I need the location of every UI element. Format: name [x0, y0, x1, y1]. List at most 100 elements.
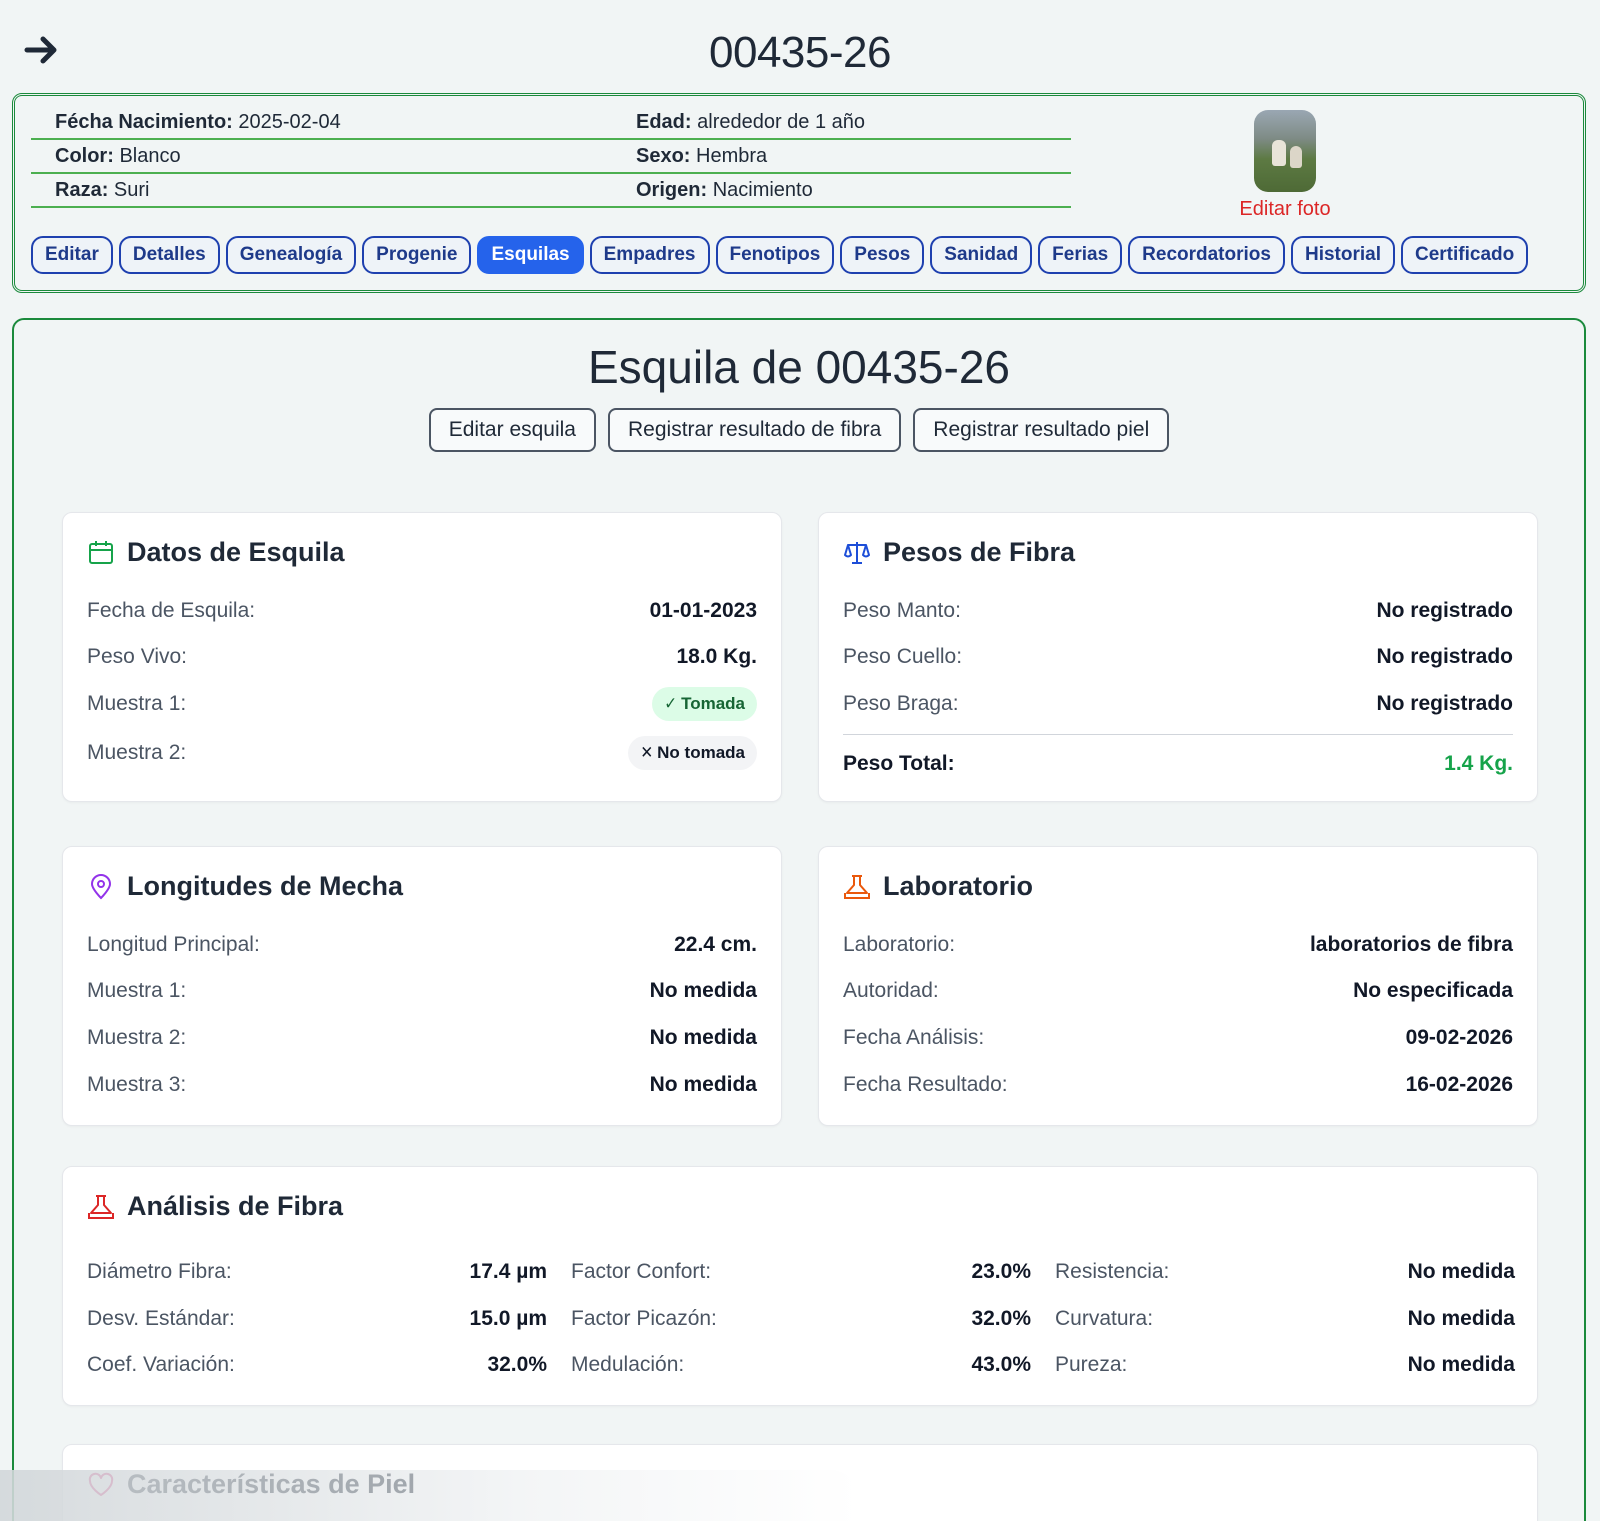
kv-label: Peso Braga: [843, 692, 959, 715]
kv-row: Desv. Estándar: 15.0 µm [87, 1304, 547, 1334]
card-title: Laboratorio [883, 871, 1034, 901]
info-sex: Sexo: Hembra [636, 144, 768, 167]
kv-value: No medida [649, 1073, 757, 1096]
card-laboratorio: Laboratorio Laboratorio: laboratorios de… [818, 846, 1538, 1126]
tab-ferias[interactable]: Ferias [1038, 236, 1123, 274]
kv-row: Autoridad: No especificada [843, 976, 1513, 1006]
animal-photo [1254, 110, 1316, 192]
kv-value: 09-02-2026 [1405, 1026, 1513, 1049]
badge-text: No tomada [657, 743, 745, 762]
kv-label: Peso Manto: [843, 599, 961, 622]
card-title: Longitudes de Mecha [127, 871, 404, 901]
tab-sanidad[interactable]: Sanidad [930, 236, 1033, 274]
card-title: Datos de Esquila [127, 537, 345, 567]
kv-label: Peso Cuello: [843, 645, 963, 668]
kv-row: Fecha Resultado: 16-02-2026 [843, 1070, 1513, 1100]
tab-esquilas[interactable]: Esquilas [477, 236, 584, 274]
kv-label: Diámetro Fibra: [87, 1260, 232, 1283]
photo-area: Editar foto [1239, 110, 1331, 221]
tab-empadres[interactable]: Empadres [589, 236, 710, 274]
kv-value: 1.4 Kg. [1444, 752, 1513, 775]
x-icon: ✕ [640, 743, 654, 762]
kv-label: Muestra 2: [87, 741, 187, 764]
edit-photo-link[interactable]: Editar foto [1239, 198, 1331, 220]
kv-label: Peso Vivo: [87, 645, 188, 668]
tab-historial[interactable]: Historial [1290, 236, 1395, 274]
kv-row: Pureza: No medida [1055, 1350, 1515, 1380]
register-skin-result-button[interactable]: Registrar resultado piel [913, 408, 1170, 452]
kv-row: Factor Picazón: 32.0% [571, 1304, 1031, 1334]
tab-pesos[interactable]: Pesos [840, 236, 925, 274]
kv-row: Peso Vivo: 18.0 Kg. [87, 642, 757, 672]
kv-value: 32.0% [487, 1353, 547, 1376]
kv-row: Curvatura: No medida [1055, 1304, 1515, 1334]
kv-label: Muestra 2: [87, 1026, 187, 1049]
info-row: Color: Blanco Sexo: Hembra [31, 140, 1071, 174]
lab-flask-icon [844, 874, 870, 899]
info-row: Fécha Nacimiento: 2025-02-04 Edad: alred… [31, 106, 1071, 140]
kv-value: 32.0% [971, 1307, 1031, 1330]
action-bar: Editar esquila Registrar resultado de fi… [14, 408, 1584, 452]
kv-value: 18.0 Kg. [676, 645, 757, 668]
kv-row: Laboratorio: laboratorios de fibra [843, 930, 1513, 960]
tab-progenie[interactable]: Progenie [362, 236, 472, 274]
arrow-right-icon[interactable] [22, 30, 62, 70]
kv-label: Coef. Variación: [87, 1353, 235, 1376]
heart-icon [88, 1472, 114, 1496]
kv-value: 16-02-2026 [1405, 1073, 1513, 1096]
kv-label: Autoridad: [843, 979, 939, 1002]
info-age: Edad: alrededor de 1 año [636, 110, 866, 133]
location-pin-icon [90, 873, 112, 899]
info-origin: Origen: Nacimiento [636, 178, 813, 201]
card-title: Características de Piel [127, 1469, 416, 1499]
kv-row: Factor Confort: 23.0% [571, 1257, 1031, 1287]
tab-bar: Editar Detalles Genealogía Progenie Esqu… [31, 236, 1529, 274]
card-title: Análisis de Fibra [127, 1191, 344, 1221]
kv-row: Peso Cuello: No registrado [843, 642, 1513, 672]
kv-value: laboratorios de fibra [1309, 933, 1513, 956]
info-birthdate: Fécha Nacimiento: 2025-02-04 [55, 110, 341, 133]
info-breed: Raza: Suri [55, 178, 150, 201]
kv-row: Muestra 3: No medida [87, 1070, 757, 1100]
kv-label: Factor Picazón: [571, 1307, 717, 1330]
kv-label: Pureza: [1055, 1353, 1128, 1376]
tab-genealogia[interactable]: Genealogía [225, 236, 357, 274]
kv-value: No registrado [1376, 645, 1513, 668]
kv-row: Fecha Análisis: 09-02-2026 [843, 1023, 1513, 1053]
kv-value: No medida [1407, 1307, 1515, 1330]
page-title: 00435-26 [709, 28, 891, 77]
kv-label: Muestra 1: [87, 692, 187, 715]
kv-value: 22.4 cm. [674, 933, 757, 956]
tab-recordatorios[interactable]: Recordatorios [1128, 236, 1285, 274]
kv-value: 43.0% [971, 1353, 1031, 1376]
kv-row-total: Peso Total: 1.4 Kg. [843, 749, 1513, 779]
kv-row: Longitud Principal: 22.4 cm. [87, 930, 757, 960]
kv-value: No medida [1407, 1353, 1515, 1376]
status-badge: ✓ Tomada [652, 687, 757, 721]
edit-shearing-button[interactable]: Editar esquila [428, 408, 596, 452]
tab-editar[interactable]: Editar [31, 236, 113, 274]
kv-row: Coef. Variación: 32.0% [87, 1350, 547, 1380]
card-piel: Características de Piel [62, 1444, 1538, 1521]
kv-row: Muestra 2: No medida [87, 1023, 757, 1053]
calendar-icon [89, 540, 113, 564]
tab-fenotipos[interactable]: Fenotipos [715, 236, 835, 274]
kv-value: 01-01-2023 [649, 599, 757, 622]
kv-row: Diámetro Fibra: 17.4 µm [87, 1257, 547, 1287]
tab-detalles[interactable]: Detalles [118, 236, 220, 274]
kv-label: Desv. Estándar: [87, 1307, 235, 1330]
tab-certificado[interactable]: Certificado [1401, 236, 1529, 274]
kv-row: Muestra 2: ✕ No tomada [87, 736, 757, 770]
register-fiber-result-button[interactable]: Registrar resultado de fibra [608, 408, 902, 452]
kv-label: Longitud Principal: [87, 933, 260, 956]
shearing-panel: Esquila de 00435-26 Editar esquila Regis… [12, 318, 1586, 1521]
kv-row: Muestra 1: ✓ Tomada [87, 687, 757, 721]
kv-label: Muestra 3: [87, 1073, 187, 1096]
kv-label: Curvatura: [1055, 1307, 1154, 1330]
kv-row: Medulación: 43.0% [571, 1350, 1031, 1380]
divider [843, 734, 1513, 735]
check-icon: ✓ [664, 694, 678, 713]
card-title: Pesos de Fibra [883, 537, 1076, 567]
info-grid: Fécha Nacimiento: 2025-02-04 Edad: alred… [31, 106, 1071, 208]
kv-label: Medulación: [571, 1353, 685, 1376]
